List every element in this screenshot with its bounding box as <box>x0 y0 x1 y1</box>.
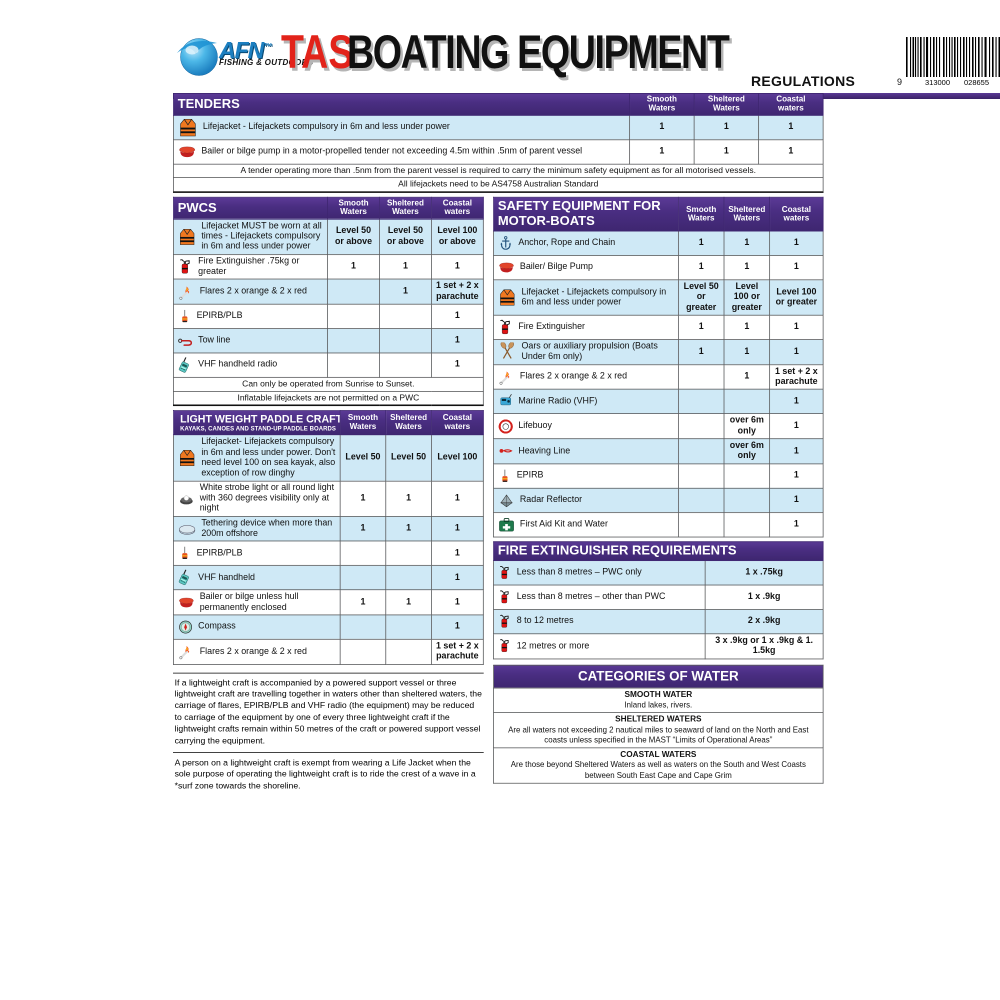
svg-text:313000: 313000 <box>925 78 950 87</box>
svg-text:028655: 028655 <box>964 78 989 87</box>
